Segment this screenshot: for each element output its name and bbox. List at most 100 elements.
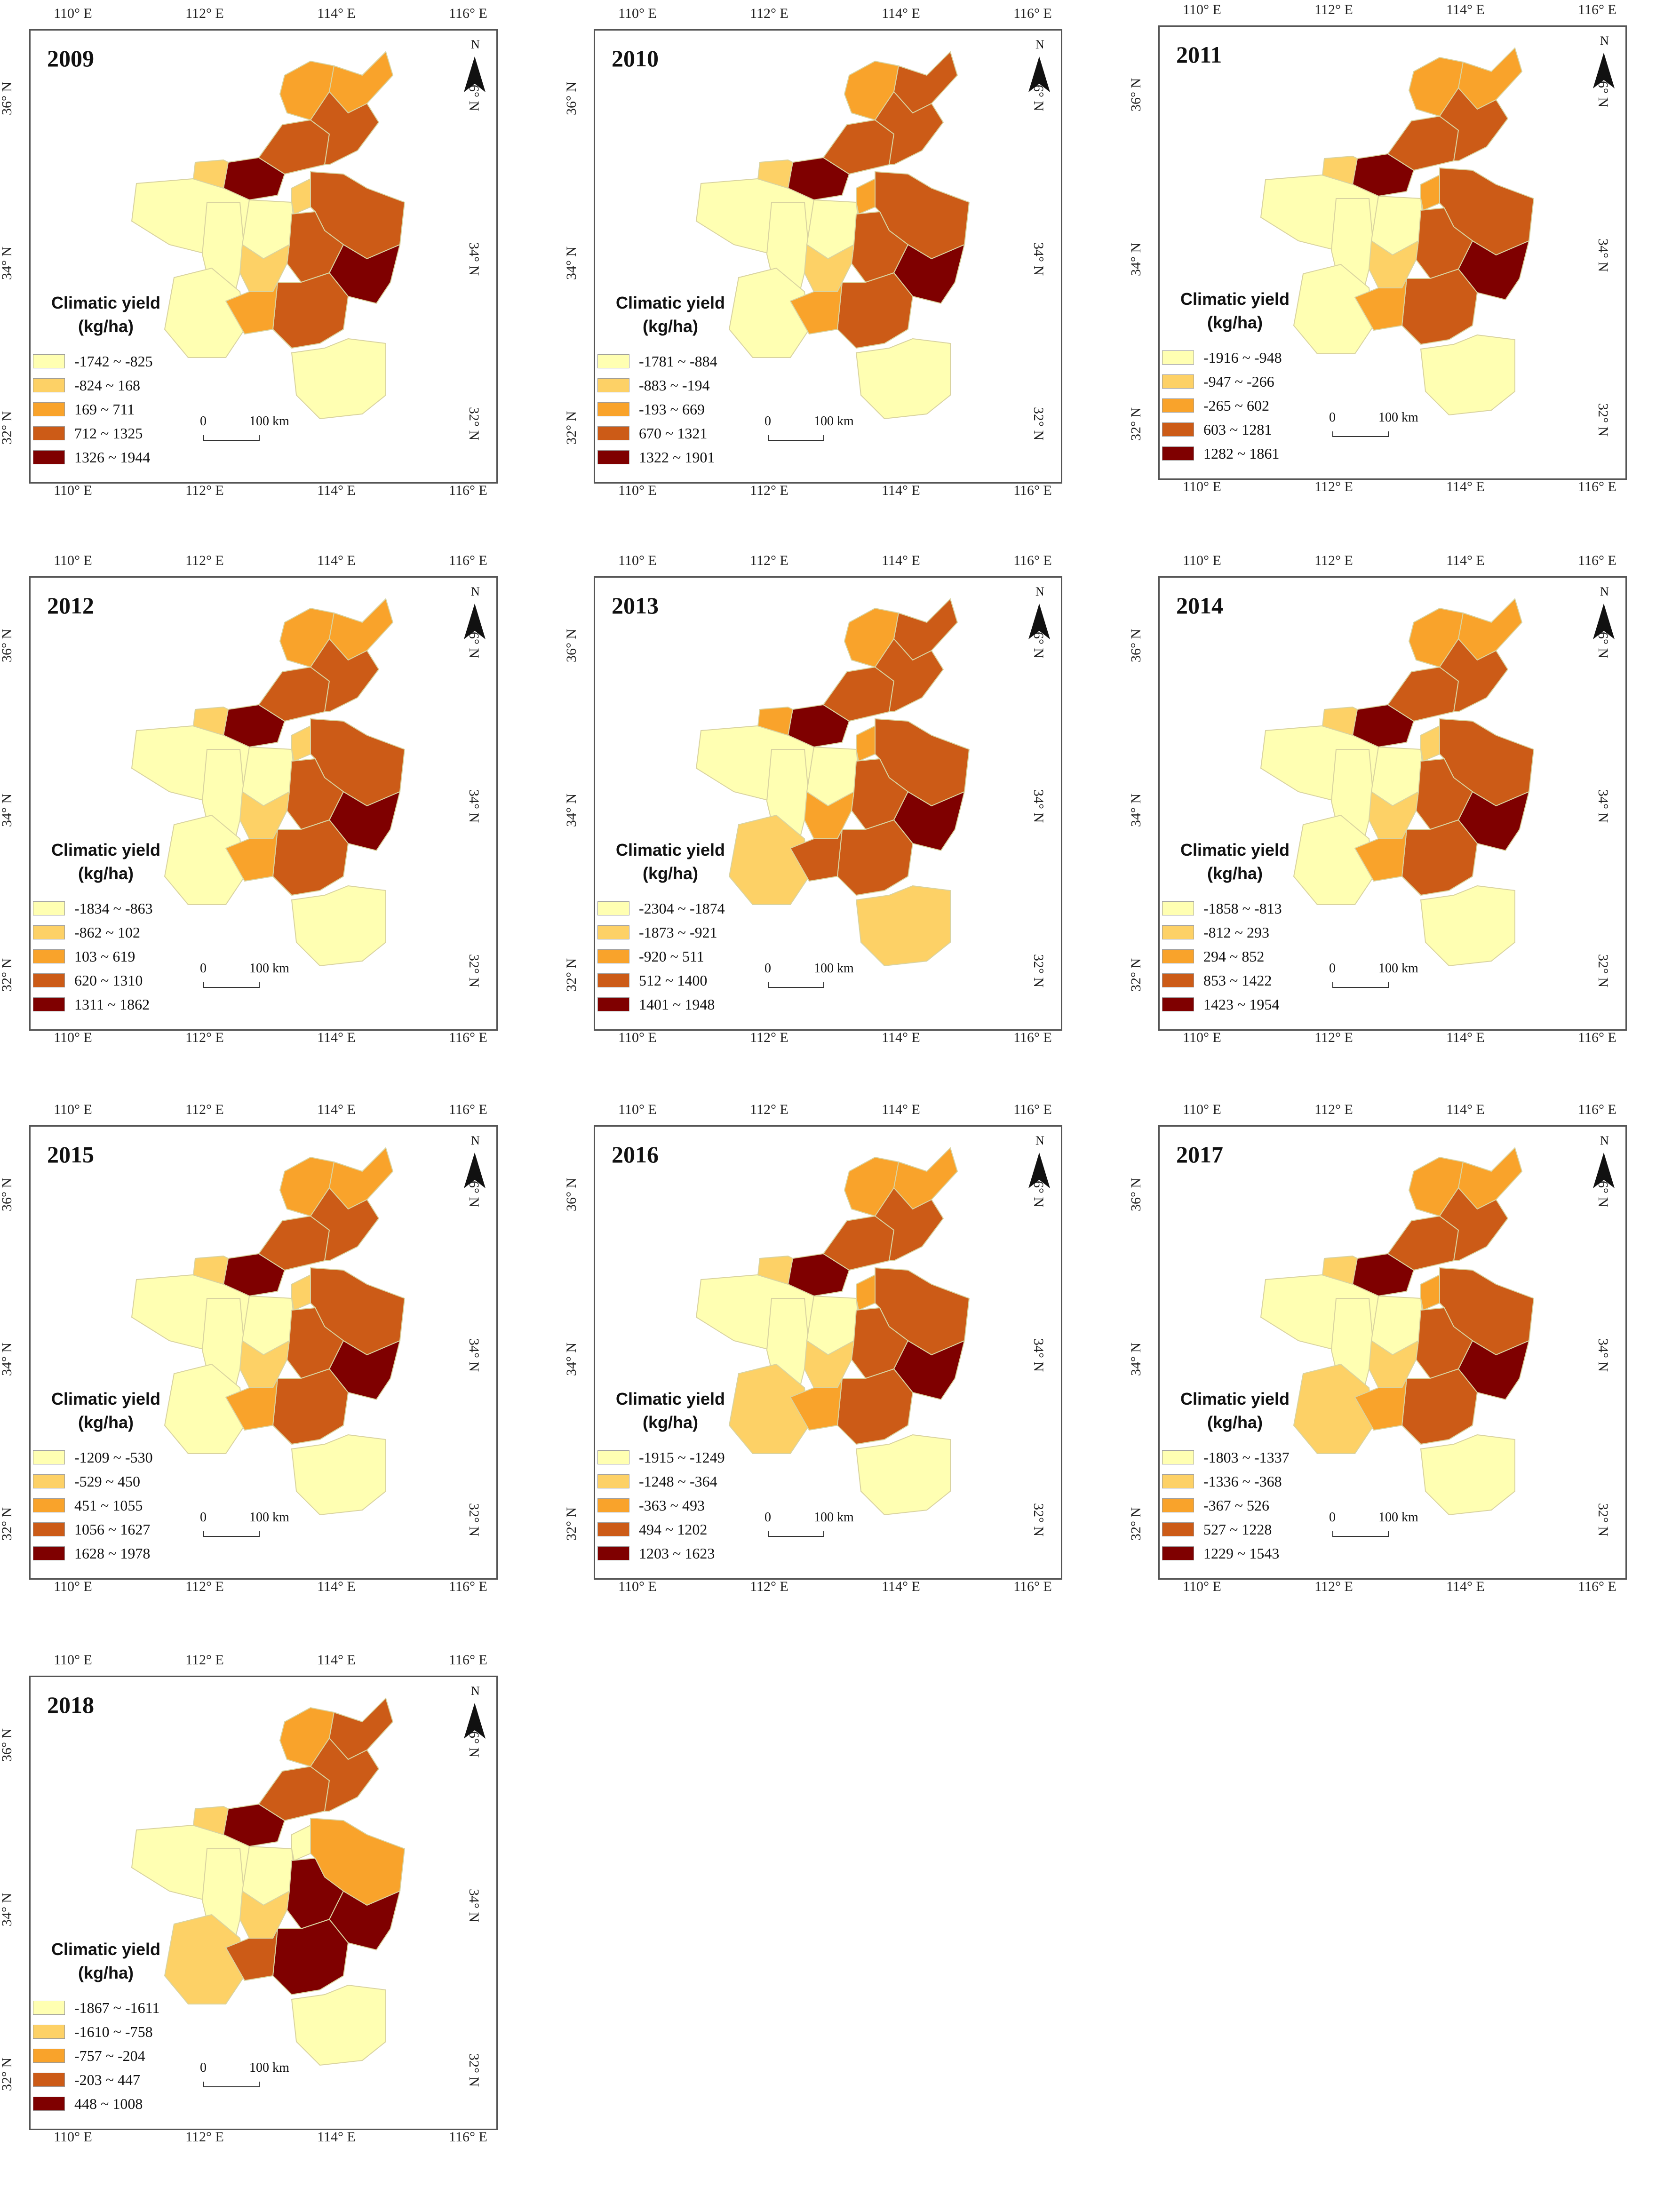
- region-11: [856, 178, 876, 215]
- panel-year-title: 2014: [1176, 592, 1223, 619]
- scale-bar-zero-label: 0: [1329, 961, 1336, 976]
- latitude-tick-left: 36° N: [564, 628, 579, 662]
- latitude-tick-left: 32° N: [564, 411, 579, 445]
- legend-item: -1915 ~ -1249: [597, 1449, 725, 1466]
- longitude-tick-bottom: 112° E: [185, 1579, 224, 1594]
- region-5: [874, 638, 944, 712]
- legend-range-label: 620 ~ 1310: [74, 971, 143, 989]
- region-16: [1368, 1340, 1419, 1388]
- north-arrow-shape: [1593, 604, 1615, 639]
- legend-item: 451 ~ 1055: [33, 1497, 143, 1514]
- region-16: [239, 1890, 290, 1939]
- region-11: [291, 1824, 311, 1861]
- region-5: [310, 638, 380, 712]
- legend-range-label: -1248 ~ -364: [639, 1472, 717, 1490]
- scale-bar-distance-label: 100 km: [249, 2060, 289, 2075]
- longitude-tick-bottom: 116° E: [449, 483, 487, 498]
- longitude-tick-top: 116° E: [1013, 1102, 1052, 1117]
- legend-title: Climatic yield: [1180, 840, 1290, 859]
- legend-swatch: [597, 378, 629, 392]
- legend-item: -1248 ~ -364: [597, 1473, 717, 1490]
- legend-item: -529 ~ 450: [33, 1473, 140, 1490]
- legend-swatch: [1162, 422, 1194, 437]
- legend-item: 1282 ~ 1861: [1162, 445, 1279, 462]
- region-15: [272, 272, 349, 349]
- legend-item: 103 ~ 619: [33, 948, 135, 965]
- region-5: [874, 91, 944, 165]
- longitude-tick-bottom: 112° E: [185, 1030, 224, 1045]
- legend-swatch: [597, 426, 629, 440]
- longitude-tick-bottom: 114° E: [1446, 1030, 1485, 1045]
- north-arrow-icon: [1028, 604, 1050, 639]
- longitude-tick-top: 112° E: [750, 553, 788, 568]
- longitude-tick-bottom: 110° E: [54, 1579, 92, 1594]
- latitude-tick-left: 36° N: [564, 81, 579, 115]
- latitude-tick-left: 36° N: [0, 1728, 15, 1762]
- longitude-tick-bottom: 112° E: [750, 483, 788, 498]
- region-18: [291, 338, 386, 420]
- legend-range-label: 294 ~ 852: [1203, 947, 1265, 965]
- legend-title: Climatic yield: [51, 1940, 161, 1959]
- legend-item: -203 ~ 447: [33, 2071, 140, 2088]
- region-15: [272, 1368, 349, 1445]
- scale-bar: [203, 1531, 260, 1537]
- longitude-tick-bottom: 114° E: [317, 2129, 356, 2145]
- north-arrow-shape: [464, 1703, 486, 1739]
- longitude-tick-top: 114° E: [317, 1102, 356, 1117]
- scale-bar: [1332, 431, 1389, 437]
- longitude-tick-bottom: 114° E: [1446, 479, 1485, 494]
- legend-swatch: [597, 1450, 629, 1464]
- latitude-tick-left: 32° N: [1128, 407, 1144, 441]
- region-5: [1439, 87, 1509, 161]
- map-panel-2009: 110° E 110° E 112° E 112° E 114° E 114° E 116°…: [0, 0, 499, 498]
- legend-range-label: 527 ~ 1228: [1203, 1520, 1272, 1538]
- region-17: [1354, 1378, 1407, 1431]
- scale-bar-distance-label: 100 km: [814, 414, 854, 429]
- legend-unit: (kg/ha): [1207, 1413, 1263, 1432]
- latitude-tick-left: 36° N: [1128, 1177, 1144, 1211]
- legend-swatch: [597, 949, 629, 963]
- north-arrow-icon: [1593, 604, 1615, 639]
- legend-swatch: [33, 2073, 65, 2087]
- legend-range-label: -1834 ~ -863: [74, 899, 153, 917]
- north-arrow-shape: [1028, 604, 1050, 639]
- legend-range-label: -363 ~ 493: [639, 1496, 705, 1514]
- scale-bar-distance-label: 100 km: [814, 961, 854, 976]
- choropleth-map: [1260, 1147, 1535, 1516]
- legend-range-label: -265 ~ 602: [1203, 397, 1269, 414]
- legend-unit: (kg/ha): [1207, 864, 1263, 883]
- legend-swatch: [597, 1474, 629, 1488]
- latitude-tick-left: 34° N: [0, 1893, 15, 1926]
- legend-swatch: [33, 354, 65, 368]
- legend-swatch: [33, 450, 65, 464]
- legend-range-label: 712 ~ 1325: [74, 424, 143, 442]
- scale-bar-zero-label: 0: [764, 1510, 771, 1525]
- legend-swatch: [33, 1546, 65, 1560]
- panel-year-title: 2017: [1176, 1141, 1223, 1168]
- legend-item: -1873 ~ -921: [597, 924, 717, 941]
- choropleth-map: [131, 1697, 406, 2066]
- legend-range-label: 169 ~ 711: [74, 400, 135, 418]
- latitude-tick-left: 34° N: [0, 793, 15, 827]
- legend-range-label: -1742 ~ -825: [74, 352, 153, 370]
- longitude-tick-bottom: 116° E: [1578, 479, 1616, 494]
- latitude-tick-left: 34° N: [564, 246, 579, 280]
- north-label: N: [1035, 585, 1044, 598]
- scale-bar: [203, 982, 260, 988]
- latitude-tick-left: 34° N: [1128, 793, 1144, 827]
- longitude-tick-top: 116° E: [449, 6, 487, 21]
- region-16: [239, 244, 290, 292]
- longitude-tick-bottom: 114° E: [317, 483, 356, 498]
- legend-unit: (kg/ha): [78, 317, 134, 336]
- north-arrow-icon: [1593, 53, 1615, 88]
- region-11: [291, 725, 311, 762]
- legend-range-label: -757 ~ -204: [74, 2047, 145, 2064]
- legend-item: -367 ~ 526: [1162, 1497, 1269, 1514]
- region-17: [225, 1378, 278, 1431]
- legend-title: Climatic yield: [615, 1389, 725, 1408]
- legend-swatch: [1162, 1522, 1194, 1536]
- longitude-tick-bottom: 112° E: [750, 1579, 788, 1594]
- region-18: [291, 1434, 386, 1516]
- longitude-tick-top: 112° E: [185, 553, 224, 568]
- region-18: [1420, 885, 1515, 967]
